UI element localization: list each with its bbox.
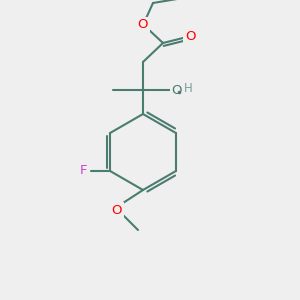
- Text: O: O: [185, 31, 195, 44]
- Text: O: O: [112, 203, 122, 217]
- Text: F: F: [79, 164, 87, 178]
- Text: H: H: [184, 82, 192, 94]
- Text: O: O: [138, 19, 148, 32]
- Text: O: O: [172, 83, 182, 97]
